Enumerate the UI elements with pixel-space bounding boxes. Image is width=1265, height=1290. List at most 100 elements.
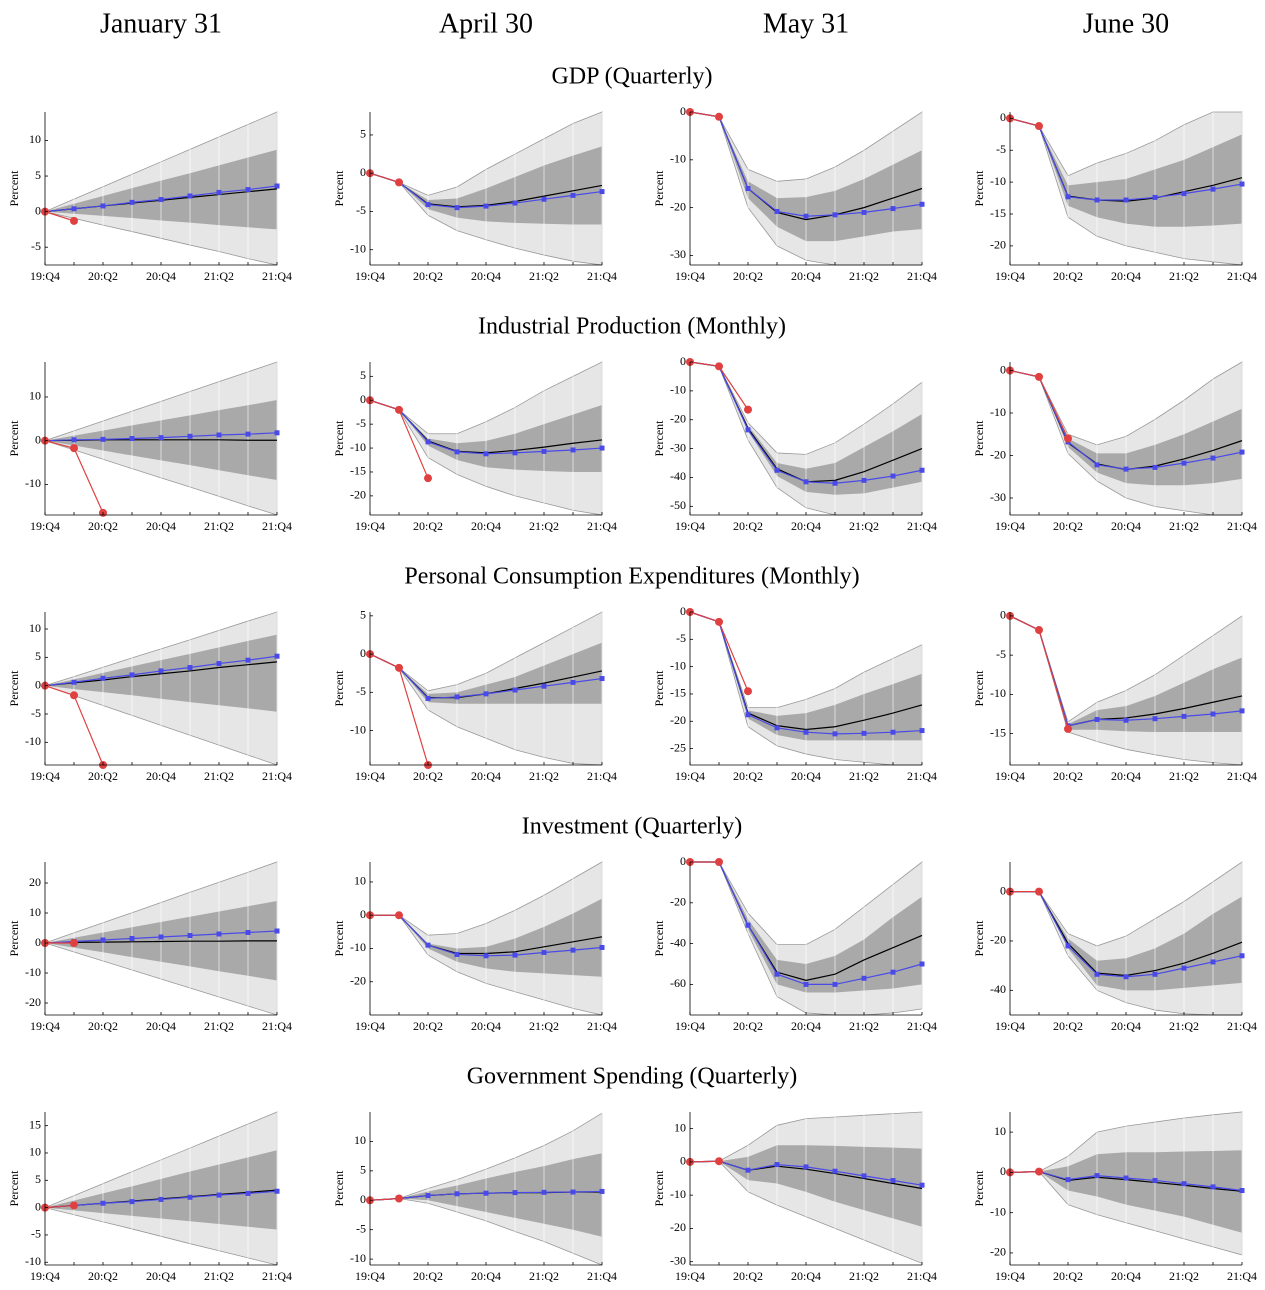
x-tick-label: 20:Q4 [791,519,821,533]
x-tick-label: 20:Q2 [88,269,118,283]
y-tick-label: -5 [676,631,686,645]
marker [483,451,489,457]
marker [395,405,403,414]
marker [1181,713,1187,719]
x-tick-label: 19:Q4 [355,269,385,283]
x-tick-label: 21:Q4 [262,269,292,283]
y-tick-label: -20 [670,199,686,213]
marker [158,668,164,674]
marker [803,479,809,485]
plot-area [686,1111,925,1265]
marker [861,1173,867,1179]
y-tick-label: 10 [354,874,366,888]
x-tick-label: 19:Q4 [355,519,385,533]
x-tick-label: 20:Q4 [471,519,501,533]
marker [1094,1173,1100,1179]
marker [274,430,280,436]
marker [744,687,752,696]
panel: 10 5 0 -5 -10 19:Q4 20:Q2 20:Q4 21:Q2 21:Q4 Percen… [7,611,292,783]
y-tick-label: -50 [670,498,686,512]
x-tick-label: 20:Q2 [413,769,443,783]
x-tick-label: 20:Q2 [413,1019,443,1033]
x-tick-label: 20:Q4 [146,1019,176,1033]
marker [274,928,280,934]
y-tick-label: -30 [670,247,686,261]
plot-area [41,861,280,1016]
marker [70,1201,78,1210]
x-tick-label: 21:Q2 [849,519,879,533]
marker [129,199,135,205]
panel: 10 0 -10 -20 19:Q4 20:Q2 20:Q4 21:Q2 21:Q4 Percen… [332,861,617,1033]
marker [890,473,896,479]
marker [1181,460,1187,466]
y-tick-label: 5 [360,127,366,141]
y-tick-label: 0 [360,165,366,179]
x-tick-label: 20:Q4 [471,769,501,783]
y-axis-label: Percent [972,670,986,707]
marker [774,208,780,214]
x-tick-label: 19:Q4 [995,519,1025,533]
y-tick-label: -20 [350,488,366,502]
marker [715,858,723,866]
marker [454,951,460,957]
marker [454,1191,460,1197]
plot-area [41,1111,280,1266]
y-tick-label: -15 [350,464,366,478]
x-tick-label: 19:Q4 [995,769,1025,783]
marker [100,937,106,943]
panel: 0 -20 -40 19:Q4 20:Q2 20:Q4 21:Q2 21:Q4 Percent [972,861,1257,1033]
marker [512,1190,518,1196]
y-tick-label: -25 [670,740,686,754]
row-title: Personal Consumption Expenditures (Month… [404,564,859,590]
y-tick-label: -20 [990,1245,1006,1259]
marker [890,729,896,735]
x-tick-label: 20:Q2 [88,769,118,783]
marker [599,944,605,950]
marker [1239,449,1245,455]
x-tick-label: 20:Q2 [1053,1019,1083,1033]
marker [158,1196,164,1202]
y-tick-label: -40 [670,469,686,483]
y-tick-label: -15 [670,686,686,700]
marker [774,971,780,977]
y-tick-label: 0 [1000,608,1006,622]
panel: -10 0 10 19:Q4 20:Q2 20:Q4 21:Q2 21:Q4 Percent [7,361,292,533]
y-tick-label: -40 [670,935,686,949]
marker [245,930,251,935]
x-tick-label: 21:Q4 [907,1019,937,1033]
x-tick-label: 20:Q2 [413,269,443,283]
marker [454,449,460,455]
marker [1239,1188,1245,1194]
marker [216,432,222,438]
panel: 0 -10 -20 -30 -40 -50 19:Q4 20:Q2 20:Q4 21:Q2 21:Q… [652,354,937,533]
marker [570,1189,576,1195]
marker [70,216,78,225]
marker [425,695,431,701]
y-tick-label: 10 [29,905,41,919]
marker [1065,1177,1071,1183]
marker [919,201,925,207]
column-title: June 30 [1083,8,1169,39]
x-tick-label: 21:Q2 [1169,519,1199,533]
x-tick-label: 21:Q4 [907,269,937,283]
x-tick-label: 20:Q2 [733,1269,763,1283]
y-axis-label: Percent [652,1170,666,1207]
marker [1239,708,1245,714]
series-line [689,111,720,118]
y-tick-label: 15 [29,1117,41,1131]
marker [425,202,431,208]
y-axis-label: Percent [972,1170,986,1207]
x-tick-label: 20:Q2 [1053,769,1083,783]
x-tick-label: 21:Q4 [1227,769,1257,783]
y-tick-label: -5 [31,239,41,253]
y-tick-label: 0 [680,604,686,618]
x-tick-label: 20:Q4 [471,269,501,283]
y-tick-label: 0 [360,907,366,921]
marker [570,947,576,953]
series-line [44,1204,75,1209]
y-tick-label: -20 [350,973,366,987]
y-tick-label: -10 [350,241,366,255]
marker [1239,181,1245,187]
marker [1123,1175,1129,1181]
marker [890,206,896,212]
